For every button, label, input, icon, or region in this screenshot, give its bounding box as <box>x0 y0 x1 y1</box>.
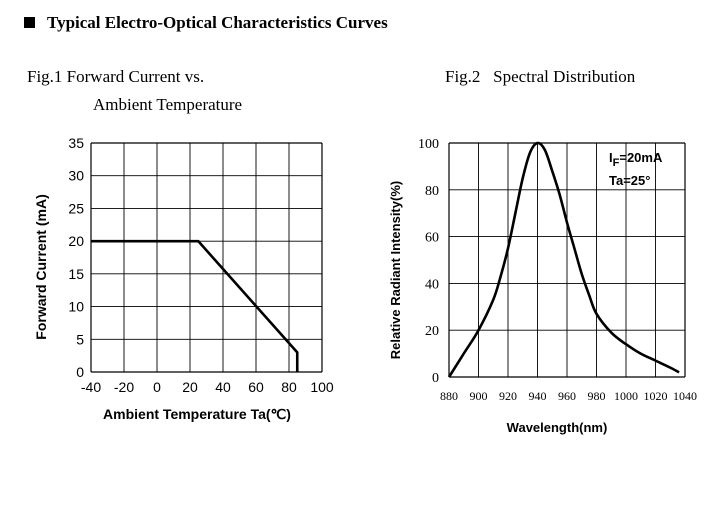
fig1-caption-line1: Fig.1 Forward Current vs. <box>27 67 205 86</box>
fig1-caption-line2: Ambient Temperature <box>93 95 243 114</box>
y-tick-label: 0 <box>76 364 84 380</box>
fig1-series <box>91 239 299 372</box>
x-tick-label: 900 <box>470 389 488 403</box>
x-tick-label: -20 <box>114 379 134 395</box>
fig1-tick-labels: -40 -20 0 20 40 60 80 100 0 5 10 15 20 25 30 35 <box>68 135 333 395</box>
series-line <box>91 239 299 372</box>
y-tick-label: 0 <box>432 371 439 386</box>
section-title: Typical Electro-Optical Characteristics … <box>24 13 388 33</box>
fig1-y-axis-label: Forward Current (mA) <box>33 194 49 339</box>
fig1-x-axis-label: Ambient Temperature Ta(℃) <box>103 406 291 422</box>
x-tick-label: 880 <box>440 389 458 403</box>
x-tick-label: 920 <box>499 389 517 403</box>
fig2-chart: 880 900 920 940 960 980 1000 1020 1040 0 20 40 60 80 1… <box>388 137 697 435</box>
y-tick-label: 10 <box>68 299 84 315</box>
y-tick-label: 20 <box>425 324 439 339</box>
y-tick-label: 25 <box>68 200 84 216</box>
y-tick-label: 40 <box>425 277 439 292</box>
x-tick-label: -40 <box>81 379 101 395</box>
section-title-text: Typical Electro-Optical Characteristics … <box>47 13 388 32</box>
x-tick-label: 940 <box>529 389 547 403</box>
fig2-y-axis-label: Relative Radiant Intensity(%) <box>388 181 403 359</box>
x-tick-label: 0 <box>153 379 161 395</box>
fig2-annotation-temp: Ta=25° <box>609 173 650 188</box>
series-line <box>447 141 680 378</box>
fig2-x-axis-label: Wavelength(nm) <box>507 420 608 435</box>
fig2-tick-labels: 880 900 920 940 960 980 1000 1020 1040 0 20 40 60 80 1… <box>418 137 697 403</box>
x-tick-label: 1020 <box>644 389 668 403</box>
y-tick-label: 80 <box>425 184 439 199</box>
x-tick-label: 1000 <box>614 389 638 403</box>
x-tick-label: 20 <box>182 379 198 395</box>
y-tick-label: 20 <box>68 233 84 249</box>
y-tick-label: 5 <box>76 331 84 347</box>
x-tick-label: 1040 <box>673 389 697 403</box>
x-tick-label: 80 <box>281 379 297 395</box>
fig1-chart: -40 -20 0 20 40 60 80 100 0 5 10 15 20 25 30 35 Ambient… <box>33 135 334 422</box>
fig1-grid <box>90 142 323 373</box>
x-tick-label: 60 <box>248 379 264 395</box>
y-tick-label: 35 <box>68 135 84 151</box>
x-tick-label: 980 <box>588 389 606 403</box>
fig2-grid <box>448 142 686 378</box>
square-bullet-icon <box>24 17 35 28</box>
x-tick-label: 960 <box>558 389 576 403</box>
x-tick-label: 100 <box>310 379 334 395</box>
fig2-annotation-current: IF=20mA <box>609 150 663 169</box>
fig2-series <box>447 141 680 378</box>
y-tick-label: 15 <box>68 266 84 282</box>
fig2-caption: Fig.2 Spectral Distribution <box>445 67 636 86</box>
x-tick-label: 40 <box>215 379 231 395</box>
y-tick-label: 60 <box>425 231 439 246</box>
y-tick-label: 100 <box>418 137 439 152</box>
y-tick-label: 30 <box>68 168 84 184</box>
